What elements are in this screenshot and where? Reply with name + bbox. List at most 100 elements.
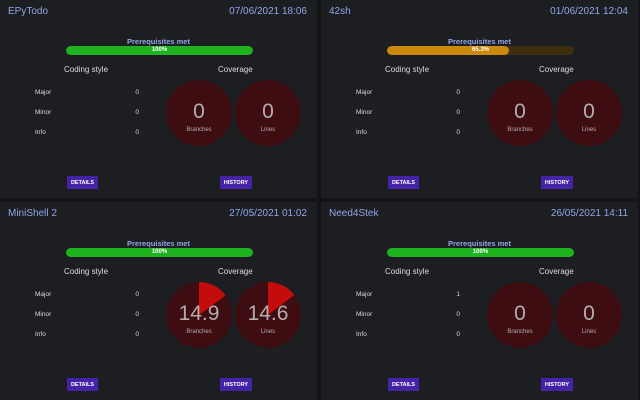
- prerequisites-label: Prerequisites met: [448, 239, 511, 248]
- major-row: Major 1: [356, 291, 460, 298]
- prerequisites-progress-fill: [66, 46, 253, 55]
- prerequisites-label: Prerequisites met: [127, 239, 190, 248]
- project-date: 27/05/2021 01:02: [229, 208, 307, 219]
- prerequisites-progress-text: 100%: [472, 249, 489, 255]
- branches-coverage-chart: [487, 282, 553, 348]
- branches-coverage-value: 0: [514, 302, 526, 325]
- coding-style-heading: Coding style: [64, 65, 109, 74]
- minor-count: 0: [135, 109, 139, 116]
- coverage-heading: Coverage: [539, 267, 574, 276]
- lines-coverage-circle: 0 Lines: [556, 80, 622, 146]
- info-count: 0: [135, 129, 139, 136]
- info-label: Info: [356, 331, 367, 338]
- major-count: 0: [135, 89, 139, 96]
- prerequisites-progress-bar: 100%: [66, 248, 253, 257]
- info-row: Info 0: [35, 129, 139, 136]
- project-title[interactable]: Need4Stek: [329, 208, 379, 219]
- history-button[interactable]: HISTORY: [541, 378, 573, 391]
- prerequisites-label: Prerequisites met: [127, 37, 190, 46]
- project-title[interactable]: 42sh: [329, 6, 351, 17]
- lines-label: Lines: [260, 329, 276, 335]
- minor-row: Minor 0: [356, 311, 460, 318]
- project-card: EPyTodo 07/06/2021 18:06 Prerequisites m…: [0, 0, 317, 198]
- project-title[interactable]: EPyTodo: [8, 6, 49, 17]
- major-label: Major: [35, 291, 52, 298]
- branches-coverage-value: 0: [193, 100, 205, 123]
- lines-coverage-chart: [235, 282, 301, 348]
- project-card: 42sh 01/06/2021 12:04 Prerequisites met …: [321, 0, 638, 198]
- history-button[interactable]: HISTORY: [220, 176, 252, 189]
- info-label: Info: [35, 129, 46, 136]
- minor-count: 0: [135, 311, 139, 318]
- major-label: Major: [356, 291, 373, 298]
- lines-coverage-background: [556, 282, 622, 348]
- minor-label: Minor: [356, 109, 373, 116]
- lines-coverage-value: 0: [262, 100, 274, 123]
- prerequisites-progress-text: 100%: [151, 47, 168, 53]
- coding-style-heading: Coding style: [64, 267, 109, 276]
- lines-coverage-wedge: [268, 282, 295, 315]
- history-button[interactable]: HISTORY: [220, 378, 252, 391]
- minor-row: Minor 0: [35, 311, 139, 318]
- prerequisites-progress-bar: 100%: [66, 46, 253, 55]
- minor-label: Minor: [35, 109, 52, 116]
- major-count: 0: [135, 291, 139, 298]
- coverage-heading: Coverage: [218, 65, 253, 74]
- major-count: 1: [456, 291, 460, 298]
- branches-coverage-circle: 0 Branches: [487, 80, 553, 146]
- info-count: 0: [456, 331, 460, 338]
- branches-coverage-value: 14.9: [178, 302, 220, 325]
- branches-coverage-background: [166, 80, 232, 146]
- project-title[interactable]: MiniShell 2: [8, 208, 57, 219]
- project-date: 01/06/2021 12:04: [550, 6, 628, 17]
- lines-label: Lines: [260, 127, 276, 133]
- prerequisites-progress-fill: [387, 248, 574, 257]
- major-label: Major: [35, 89, 52, 96]
- lines-coverage-chart: [556, 282, 622, 348]
- prerequisites-progress-fill: [387, 46, 510, 55]
- lines-coverage-background: [235, 80, 301, 146]
- major-row: Major 0: [35, 291, 139, 298]
- lines-coverage-background: [556, 80, 622, 146]
- lines-coverage-value: 14.6: [247, 302, 289, 325]
- details-button[interactable]: DETAILS: [67, 176, 98, 189]
- branches-label: Branches: [186, 329, 212, 335]
- coding-style-heading: Coding style: [385, 267, 430, 276]
- minor-label: Minor: [35, 311, 52, 318]
- prerequisites-progress-fill: [66, 248, 253, 257]
- project-card: Need4Stek 26/05/2021 14:11 Prerequisites…: [321, 202, 638, 400]
- details-button[interactable]: DETAILS: [67, 378, 98, 391]
- project-date: 26/05/2021 14:11: [550, 208, 628, 219]
- branches-label: Branches: [186, 127, 212, 133]
- coding-style-heading: Coding style: [385, 65, 430, 74]
- details-button[interactable]: DETAILS: [388, 176, 419, 189]
- major-count: 0: [456, 89, 460, 96]
- info-label: Info: [35, 331, 46, 338]
- branches-coverage-circle: 0 Branches: [487, 282, 553, 348]
- branches-coverage-chart: [166, 80, 232, 146]
- prerequisites-progress-bar: 100%: [387, 248, 574, 257]
- info-row: Info 0: [35, 331, 139, 338]
- history-button[interactable]: HISTORY: [541, 176, 573, 189]
- lines-label: Lines: [581, 329, 597, 335]
- prerequisites-progress-bar: 65.3%: [387, 46, 574, 55]
- lines-coverage-value: 0: [583, 100, 595, 123]
- branches-coverage-chart: [166, 282, 232, 348]
- major-row: Major 0: [356, 89, 460, 96]
- minor-label: Minor: [356, 311, 373, 318]
- info-row: Info 0: [356, 129, 460, 136]
- prerequisites-label: Prerequisites met: [448, 37, 511, 46]
- lines-coverage-circle: 14.6 Lines: [235, 282, 301, 348]
- coverage-heading: Coverage: [218, 267, 253, 276]
- branches-coverage-background: [487, 80, 553, 146]
- project-date: 07/06/2021 18:06: [229, 6, 307, 17]
- prerequisites-progress-text: 100%: [151, 249, 168, 255]
- lines-label: Lines: [581, 127, 597, 133]
- details-button[interactable]: DETAILS: [388, 378, 419, 391]
- branches-coverage-circle: 0 Branches: [166, 80, 232, 146]
- branches-coverage-value: 0: [514, 100, 526, 123]
- major-row: Major 0: [35, 89, 139, 96]
- lines-coverage-circle: 0 Lines: [556, 282, 622, 348]
- major-label: Major: [356, 89, 373, 96]
- info-label: Info: [356, 129, 367, 136]
